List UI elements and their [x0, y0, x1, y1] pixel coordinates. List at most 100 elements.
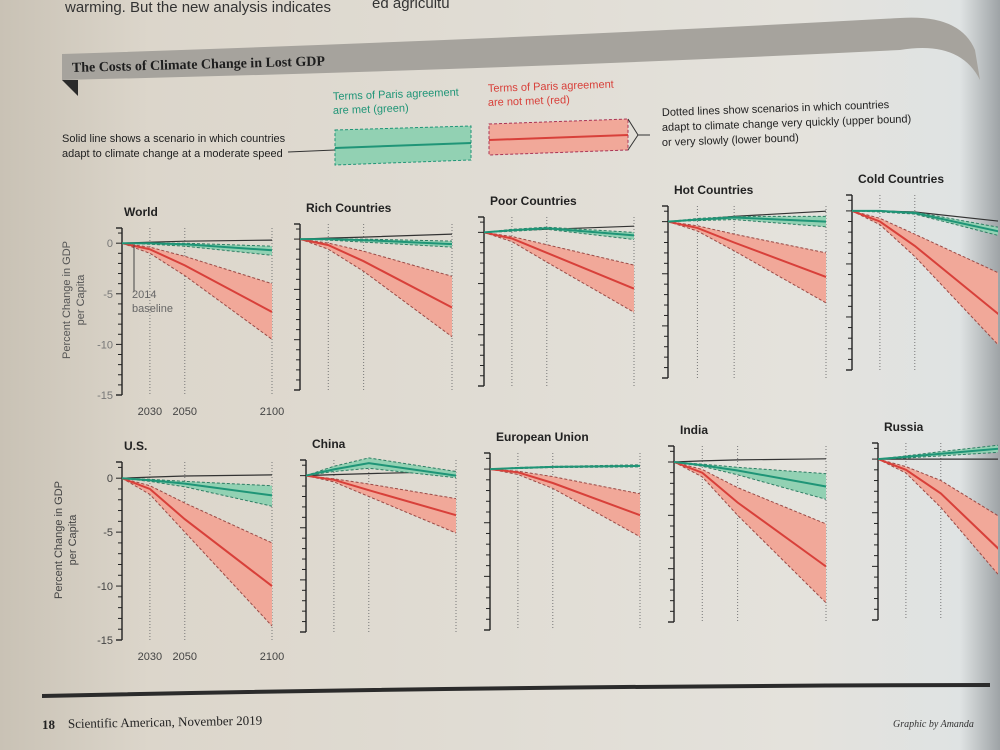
red-moderate-line — [305, 474, 457, 517]
panel-marks — [851, 209, 998, 346]
dotted-line-bracket — [627, 118, 650, 151]
panel-russia: Russia — [872, 420, 998, 621]
panel-marks — [299, 233, 453, 338]
solid-line-leader — [287, 149, 336, 153]
red-upper-bound-line — [121, 477, 273, 544]
y-tick-label: -5 — [103, 289, 113, 301]
green-upper-bound-line — [877, 444, 998, 460]
panel-hot-countries: Hot Countries — [662, 183, 827, 379]
green-upper-bound-line — [305, 457, 457, 477]
panel-marks — [489, 464, 641, 538]
red-moderate-line — [489, 468, 641, 517]
green-moderate-line — [489, 464, 641, 471]
red-moderate-line — [299, 238, 453, 309]
panel-title: Cold Countries — [858, 172, 944, 186]
red-moderate-line — [673, 461, 827, 568]
red-lower-bound-line — [851, 210, 998, 346]
green-moderate-line — [483, 227, 635, 237]
panel-marks — [305, 457, 457, 534]
red-label-2: are not met (red) — [488, 94, 570, 109]
red-range-band — [122, 478, 272, 626]
green-lower-bound-line — [305, 467, 457, 479]
red-range-band — [300, 239, 452, 337]
red-upper-bound-line — [673, 461, 827, 525]
red-lower-bound-line — [305, 475, 457, 534]
panel-title: Poor Countries — [490, 194, 577, 208]
red-moderate-line — [121, 477, 273, 587]
green-lower-bound-line — [121, 477, 273, 507]
green-moderate-line — [667, 216, 827, 223]
panel-title: China — [312, 437, 346, 451]
panel-marks — [121, 239, 273, 340]
green-upper-bound-line — [673, 461, 827, 475]
red-range-band — [852, 210, 998, 345]
baseline-line — [673, 458, 827, 463]
red-range-band — [306, 475, 456, 533]
y-axis-label-line2: per Capita — [67, 514, 79, 566]
red-upper-bound-line — [299, 238, 453, 277]
red-range-band — [484, 232, 634, 313]
green-lower-bound-line — [299, 238, 453, 248]
red-range-band — [674, 462, 826, 603]
y-tick-label: 0 — [107, 473, 113, 485]
green-moderate-line — [673, 461, 827, 488]
red-moderate-line — [121, 242, 273, 313]
red-upper-bound-line — [851, 210, 998, 274]
green-range-band — [122, 478, 272, 507]
panel-title: Hot Countries — [674, 183, 754, 197]
banner-fold — [62, 80, 78, 96]
panel-title: Russia — [884, 420, 924, 434]
panel-marks — [667, 210, 827, 304]
green-upper-bound-line — [483, 226, 635, 233]
y-axis-label-line1: Percent Change in GDP — [53, 481, 65, 599]
x-tick-label: 2050 — [173, 651, 197, 663]
panel-marks — [673, 458, 827, 604]
green-range-band — [674, 462, 826, 500]
red-range-band — [668, 221, 826, 303]
panel-marks — [121, 474, 273, 627]
baseline-annotation-year: 2014 — [132, 289, 156, 301]
y-axis-label-line1: Percent Change in GDP — [61, 241, 73, 359]
page-number: 18 — [42, 717, 56, 732]
red-lower-bound-line — [489, 468, 641, 538]
baseline-annotation-label: baseline — [132, 303, 173, 315]
y-tick-label: -15 — [97, 635, 113, 647]
green-lower-bound-line — [667, 219, 827, 228]
red-upper-bound-line — [483, 231, 635, 266]
panel-marks — [877, 444, 998, 576]
green-lower-bound-line — [877, 451, 998, 460]
panel-u-s-: U.S. 0 -5 -10 -15 2030 2050 2100 — [97, 439, 284, 663]
red-lower-bound-line — [877, 458, 998, 576]
red-range-band — [878, 459, 998, 575]
red-legend-line — [488, 134, 629, 141]
red-range-band — [122, 243, 272, 340]
red-lower-bound-line — [121, 242, 273, 340]
green-label-1: Terms of Paris agreement — [333, 87, 459, 103]
red-lower-bound-line — [667, 221, 827, 304]
green-moderate-line — [877, 447, 998, 461]
dotted-note-3: or very slowly (lower bound) — [662, 132, 799, 149]
solid-line-note-1: Solid line shows a scenario in which cou… — [62, 133, 286, 145]
red-upper-bound-line — [489, 468, 641, 495]
red-upper-bound-line — [305, 475, 457, 500]
footer-rule — [42, 683, 990, 698]
green-range-band — [306, 457, 456, 478]
title-banner — [62, 17, 980, 81]
panel-marks — [483, 225, 635, 313]
red-moderate-line — [851, 209, 998, 316]
x-tick-label: 2030 — [138, 651, 162, 663]
panel-poor-countries: Poor Countries — [478, 194, 635, 387]
red-moderate-line — [483, 231, 635, 290]
red-moderate-line — [877, 458, 998, 550]
panel-title: U.S. — [124, 439, 147, 453]
green-moderate-line — [300, 238, 453, 246]
red-lower-bound-line — [673, 461, 827, 604]
y-tick-label: -15 — [97, 390, 113, 402]
panel-title: Rich Countries — [306, 201, 392, 215]
y-tick-label: -5 — [103, 527, 113, 539]
red-label-1: Terms of Paris agreement — [488, 79, 614, 95]
y-tick-label: -10 — [97, 339, 113, 351]
green-lower-bound-line — [121, 242, 273, 256]
green-range-band — [300, 239, 452, 248]
